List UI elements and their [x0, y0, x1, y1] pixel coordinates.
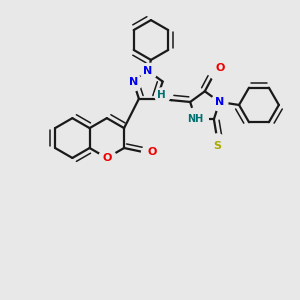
- Text: NH: NH: [188, 114, 204, 124]
- Text: N: N: [215, 97, 224, 107]
- Text: N: N: [129, 76, 138, 86]
- Text: N: N: [143, 66, 153, 76]
- Text: O: O: [102, 153, 112, 163]
- Text: O: O: [148, 147, 157, 157]
- Text: S: S: [213, 141, 221, 151]
- Text: O: O: [216, 63, 225, 74]
- Text: H: H: [157, 90, 166, 100]
